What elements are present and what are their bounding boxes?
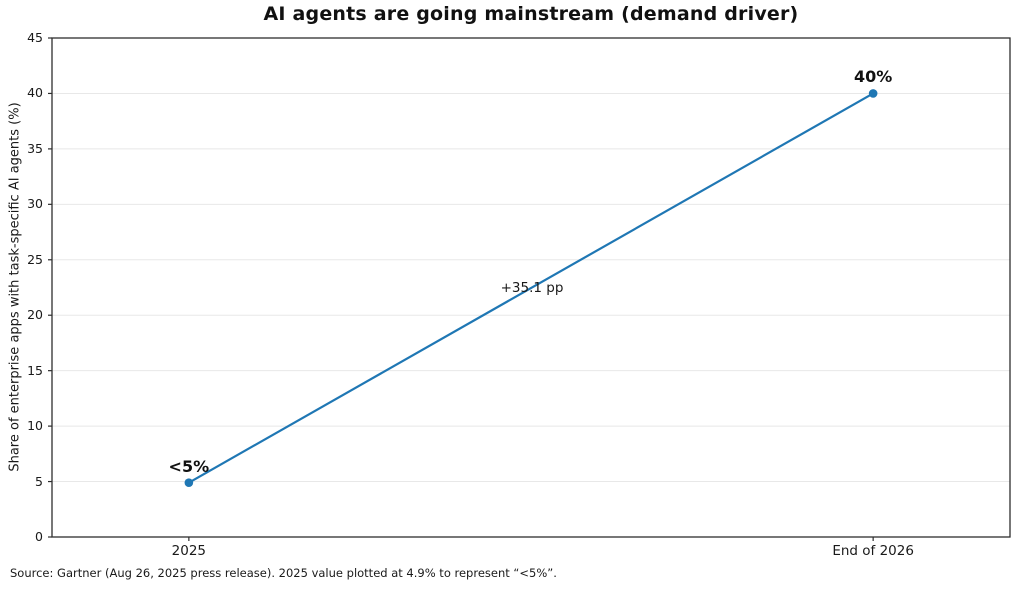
y-tick-label: 35 <box>27 140 43 156</box>
y-tick-label: 10 <box>27 418 43 434</box>
x-tick-label: End of 2026 <box>832 543 914 559</box>
point-label-end-2026: 40% <box>853 67 893 87</box>
chart-title: AI agents are going mainstream (demand d… <box>263 3 799 25</box>
y-tick-label: 15 <box>27 362 43 378</box>
y-tick-label: 25 <box>27 251 43 267</box>
y-tick-label: 20 <box>27 307 43 323</box>
y-tick-label: 40 <box>27 85 43 101</box>
point-label-2025: <5% <box>168 456 210 476</box>
y-tick-label: 30 <box>27 196 43 212</box>
x-tick-label: 2025 <box>171 543 207 559</box>
delta-annotation: +35.1 pp <box>500 280 564 297</box>
y-tick-label: 0 <box>35 529 43 544</box>
source-note: Source: Gartner (Aug 26, 2025 press rele… <box>10 566 557 580</box>
y-tick-label: 5 <box>35 473 43 489</box>
y-tick-label: 45 <box>27 30 43 45</box>
